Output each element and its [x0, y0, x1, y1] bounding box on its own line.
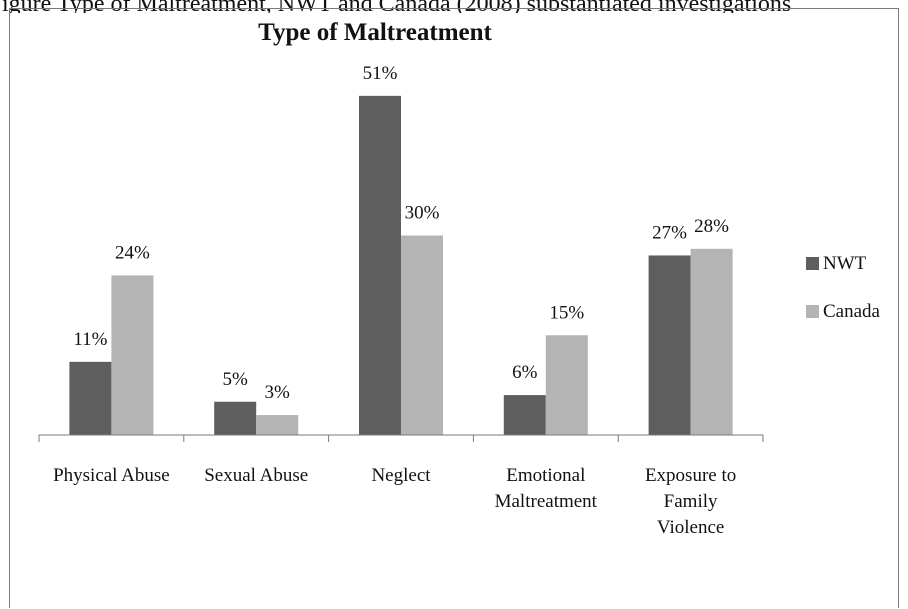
bar-canada-4	[690, 248, 733, 435]
bar-nwt-0	[69, 361, 112, 435]
chart-title: Type of Maltreatment	[258, 19, 492, 46]
chart-frame: Type of Maltreatment 11% 24% 5% 3% 51% 30% 6% 15…	[9, 8, 899, 608]
data-label-nwt-3: 6%	[512, 362, 538, 383]
caption-fragment: igure Type of Maltreatment, NWT and Cana…	[0, 0, 908, 13]
x-tick-label-3-1: Maltreatment	[495, 491, 598, 512]
data-label-canada-3: 15%	[549, 302, 584, 323]
bar-canada-3	[545, 335, 588, 435]
data-label-nwt-1: 5%	[223, 369, 249, 390]
data-label-canada-4: 28%	[694, 216, 729, 237]
data-label-nwt-4: 27%	[652, 222, 687, 243]
data-label-canada-1: 3%	[265, 382, 291, 403]
bar-canada-1	[256, 415, 299, 435]
bar-nwt-2	[359, 95, 401, 435]
bar-nwt-1	[214, 401, 257, 435]
x-tick-label-2-0: Neglect	[371, 465, 431, 486]
bar-nwt-4	[648, 255, 691, 435]
legend-swatch-canada	[806, 305, 819, 318]
bar-canada-2	[401, 235, 443, 435]
bar-chart: Type of Maltreatment 11% 24% 5% 3% 51% 30% 6% 15…	[38, 19, 881, 538]
x-tick-label-4-2: Violence	[657, 517, 724, 538]
data-label-nwt-0: 11%	[73, 329, 107, 350]
legend-swatch-nwt	[806, 257, 819, 270]
data-label-canada-2: 30%	[405, 203, 440, 224]
legend-label-canada: Canada	[823, 301, 881, 322]
x-tick-label-3-0: Emotional	[506, 465, 585, 486]
x-tick-label-4-0: Exposure to	[645, 465, 736, 486]
legend-label-nwt: NWT	[823, 253, 867, 274]
x-tick-label-1-0: Sexual Abuse	[204, 465, 308, 486]
x-tick-label-0-0: Physical Abuse	[53, 465, 170, 486]
caption-fragment-text: igure Type of Maltreatment, NWT and Cana…	[2, 0, 792, 13]
data-label-nwt-2: 51%	[363, 63, 398, 84]
x-tick-label-4-1: Family	[664, 491, 718, 512]
data-label-canada-0: 24%	[115, 242, 150, 263]
bar-canada-0	[111, 275, 154, 435]
bar-nwt-3	[503, 395, 546, 435]
